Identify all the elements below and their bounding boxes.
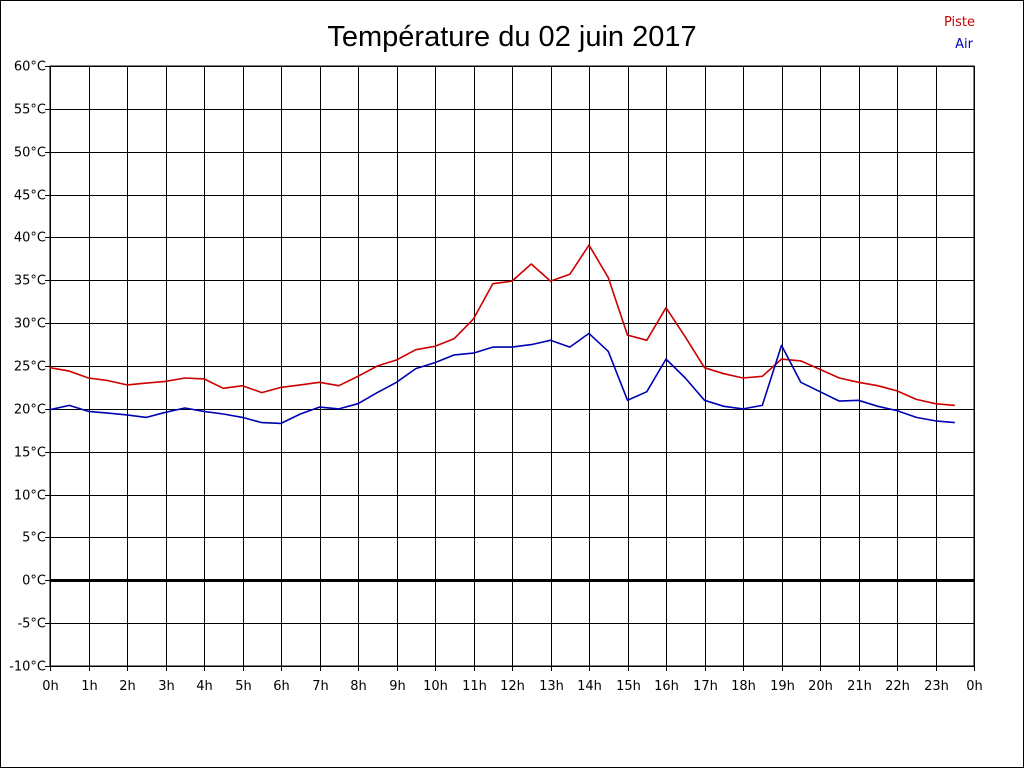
x-tick-label: 2h: [119, 679, 136, 694]
chart-legend: Piste Air: [944, 15, 975, 52]
series-line-piste: [49, 244, 955, 407]
x-tick-label: 19h: [770, 679, 795, 694]
x-tick-label: 15h: [616, 679, 641, 694]
x-tick-label: 17h: [693, 679, 718, 694]
x-tick-label: 16h: [654, 679, 679, 694]
x-tick-label: 22h: [885, 679, 910, 694]
x-tick-label: 8h: [350, 679, 367, 694]
x-tick-label: 13h: [539, 679, 564, 694]
x-tick-label: 5h: [235, 679, 252, 694]
x-tick-label: 9h: [389, 679, 406, 694]
x-tick-label: 23h: [924, 679, 949, 694]
y-tick-label: -5°C: [17, 617, 46, 632]
legend-entry-piste: Piste: [944, 15, 975, 30]
chart-grid: [45, 65, 975, 671]
y-tick-label: 45°C: [14, 189, 46, 204]
x-tick-label: 21h: [847, 679, 872, 694]
chart-series-lines: [49, 244, 955, 425]
x-tick-label: 3h: [158, 679, 175, 694]
y-tick-label: -10°C: [9, 660, 46, 675]
y-tick-label: 0°C: [22, 574, 46, 589]
x-tick-label: 6h: [273, 679, 290, 694]
y-tick-label: 35°C: [14, 274, 46, 289]
x-tick-label: 0h: [42, 679, 59, 694]
y-tick-label: 5°C: [22, 531, 46, 546]
x-tick-label: 14h: [577, 679, 602, 694]
x-tick-label: 10h: [423, 679, 448, 694]
x-tick-label: 7h: [312, 679, 329, 694]
y-tick-label: 25°C: [14, 360, 46, 375]
x-tick-label: 18h: [731, 679, 756, 694]
x-tick-label: 11h: [462, 679, 487, 694]
x-tick-label: 0h: [966, 679, 983, 694]
y-axis-tick-labels: 60°C 55°C 50°C 45°C 40°C 35°C 30°C 25°C 20°C 15°C…: [9, 60, 46, 675]
y-tick-label: 10°C: [14, 489, 46, 504]
x-tick-label: 12h: [500, 679, 525, 694]
x-tick-label: 4h: [196, 679, 213, 694]
series-line-air: [49, 332, 955, 425]
y-tick-label: 50°C: [14, 146, 46, 161]
y-tick-label: 60°C: [14, 60, 46, 75]
chart-title: Température du 02 juin 2017: [327, 21, 696, 53]
y-tick-label: 55°C: [14, 103, 46, 118]
x-tick-label: 1h: [81, 679, 98, 694]
y-tick-label: 15°C: [14, 446, 46, 461]
x-axis-tick-labels: 0h 1h 2h 3h 4h 5h 6h 7h 8h 9h 10h 11h 12h 13h 14h 15h 16…: [42, 679, 983, 694]
y-tick-label: 40°C: [14, 231, 46, 246]
legend-entry-air: Air: [955, 37, 974, 52]
y-tick-label: 20°C: [14, 403, 46, 418]
x-tick-label: 20h: [808, 679, 833, 694]
y-tick-label: 30°C: [14, 317, 46, 332]
